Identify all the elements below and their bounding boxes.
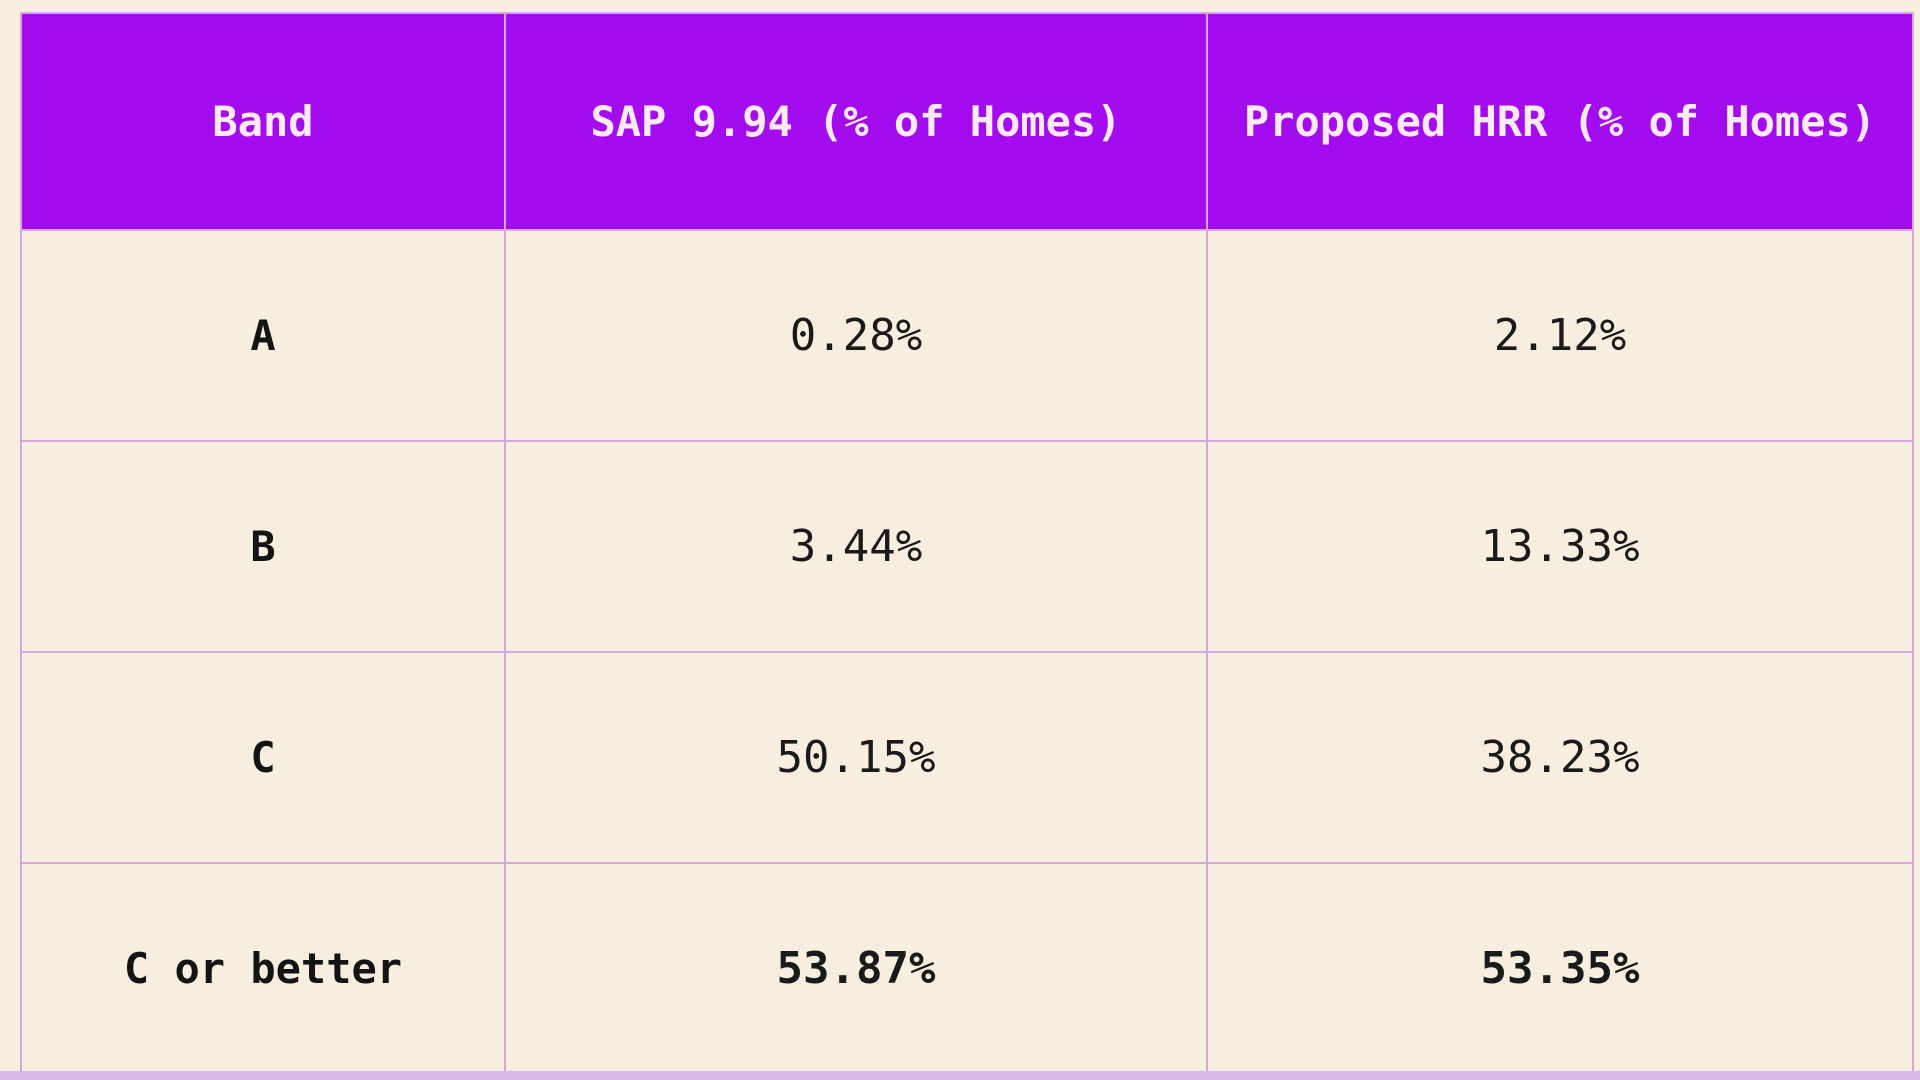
epc-bands-comparison-table: Band SAP 9.94 (% of Homes) Proposed HRR …: [20, 12, 1914, 1075]
sap-value: 0.28%: [504, 229, 1208, 442]
band-label: C: [20, 651, 506, 864]
sap-value: 3.44%: [504, 440, 1208, 653]
band-label: B: [20, 440, 506, 653]
hrr-value: 38.23%: [1206, 651, 1914, 864]
column-header-band: Band: [20, 12, 506, 231]
bottom-edge-strip: [0, 1071, 1920, 1080]
table-row-band-b: B 3.44% 13.33%: [20, 440, 1914, 653]
sap-value: 50.15%: [504, 651, 1208, 864]
column-header-proposed-hrr: Proposed HRR (% of Homes): [1206, 12, 1914, 231]
sap-value: 53.87%: [504, 862, 1208, 1075]
table-row-c-or-better: C or better 53.87% 53.35%: [20, 862, 1914, 1075]
band-label: A: [20, 229, 506, 442]
hrr-value: 2.12%: [1206, 229, 1914, 442]
hrr-value: 53.35%: [1206, 862, 1914, 1075]
hrr-value: 13.33%: [1206, 440, 1914, 653]
column-header-sap: SAP 9.94 (% of Homes): [504, 12, 1208, 231]
table-row-band-a: A 0.28% 2.12%: [20, 229, 1914, 442]
band-label: C or better: [20, 862, 506, 1075]
header-row: Band SAP 9.94 (% of Homes) Proposed HRR …: [20, 12, 1914, 231]
table-row-band-c: C 50.15% 38.23%: [20, 651, 1914, 864]
